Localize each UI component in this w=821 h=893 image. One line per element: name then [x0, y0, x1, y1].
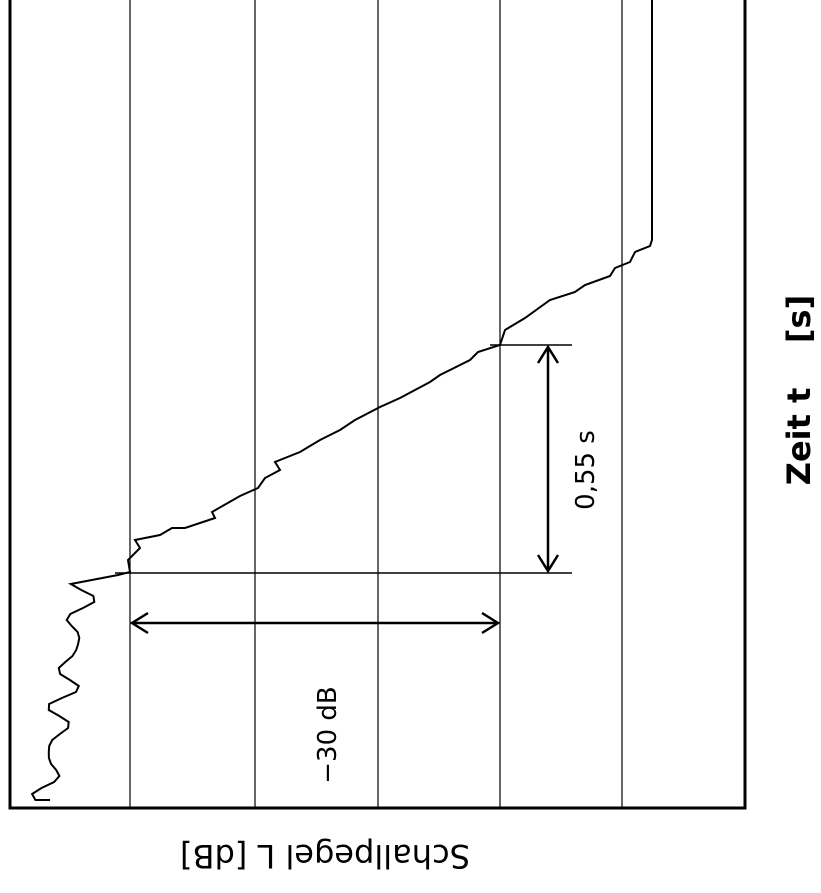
arrow-head	[536, 554, 560, 574]
arrow-head	[481, 611, 501, 635]
time-annotation: 0,55 s	[571, 430, 601, 510]
level-annotation: −30 dB	[313, 686, 343, 783]
y-axis-label: Schallpegel L [dB]	[180, 837, 470, 875]
annotation-lines	[115, 344, 572, 635]
decay-curve	[30, 0, 653, 801]
arrow-head	[536, 344, 560, 364]
grid	[129, 0, 623, 808]
arrow-head	[129, 611, 149, 635]
x-axis-label: Zeit t [s]	[780, 295, 818, 485]
